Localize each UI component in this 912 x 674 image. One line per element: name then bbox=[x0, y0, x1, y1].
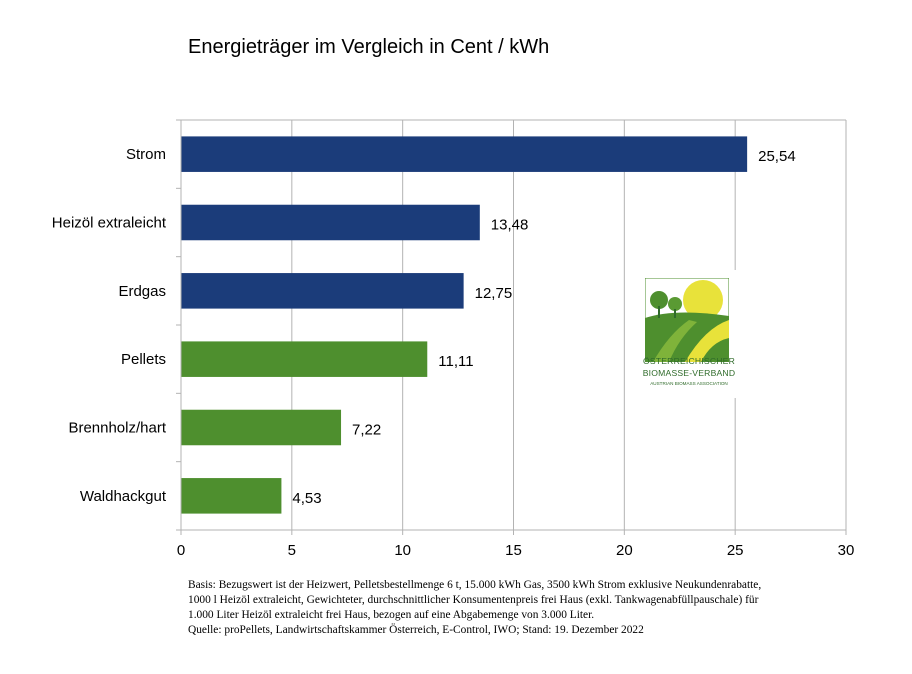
data-label: 12,75 bbox=[475, 285, 513, 302]
x-tick-label: 15 bbox=[505, 542, 522, 559]
x-tick-label: 0 bbox=[177, 542, 185, 559]
x-tick-label: 20 bbox=[616, 542, 633, 559]
logo-emblem-icon bbox=[645, 278, 729, 362]
bars bbox=[181, 136, 748, 514]
category-label: Brennholz/hart bbox=[68, 420, 166, 437]
category-label: Strom bbox=[126, 146, 166, 163]
bar bbox=[181, 136, 748, 172]
footnote-line: Basis: Bezugswert ist der Heizwert, Pell… bbox=[188, 579, 762, 591]
data-label: 25,54 bbox=[758, 148, 796, 165]
bar bbox=[181, 204, 480, 241]
x-tick-label: 10 bbox=[394, 542, 411, 559]
footnote-line: 1.000 Liter Heizöl extraleicht frei Haus… bbox=[188, 609, 595, 621]
footnote-line: 1000 l Heizöl extraleicht, Gewichteter, … bbox=[188, 594, 759, 606]
logo-line-3: AUSTRIAN BIOMASS ASSOCIATION bbox=[650, 381, 728, 386]
bar bbox=[181, 273, 464, 309]
x-tick-label: 30 bbox=[838, 542, 855, 559]
category-label: Waldhackgut bbox=[80, 488, 167, 505]
category-label: Erdgas bbox=[118, 283, 166, 300]
data-label: 13,48 bbox=[491, 217, 529, 234]
bar bbox=[181, 341, 428, 377]
data-label: 11,11 bbox=[438, 353, 473, 370]
category-label: Heizöl extraleicht bbox=[52, 215, 167, 232]
data-label: 7,22 bbox=[352, 422, 381, 439]
bar bbox=[181, 478, 282, 514]
x-tick-label: 5 bbox=[288, 542, 296, 559]
footnote-line: Quelle: proPellets, Landwirtschaftskamme… bbox=[188, 624, 644, 636]
x-tick-label: 25 bbox=[727, 542, 744, 559]
logo-line-2: BIOMASSE-VERBAND bbox=[642, 368, 736, 378]
grid-lines bbox=[180, 119, 847, 530]
category-label: Pellets bbox=[121, 351, 166, 368]
biomasse-verband-logo: ÖSTERREICHISCHER BIOMASSE-VERBAND AUSTRI… bbox=[640, 270, 736, 398]
logo-line-1: ÖSTERREICHISCHER bbox=[642, 356, 735, 366]
bar-chart: 0 5 10 15 20 25 30 Strom 25,54 Heizöl extraleicht… bbox=[52, 119, 855, 559]
labels: 0 5 10 15 20 25 30 Strom 25,54 Heizöl extraleicht… bbox=[52, 146, 855, 559]
axes bbox=[176, 119, 847, 535]
bar bbox=[181, 409, 342, 446]
data-label: 4,53 bbox=[292, 490, 321, 507]
chart-title: Energieträger im Vergleich in Cent / kWh bbox=[188, 36, 550, 58]
footnote: Basis: Bezugswert ist der Heizwert, Pell… bbox=[188, 578, 888, 638]
